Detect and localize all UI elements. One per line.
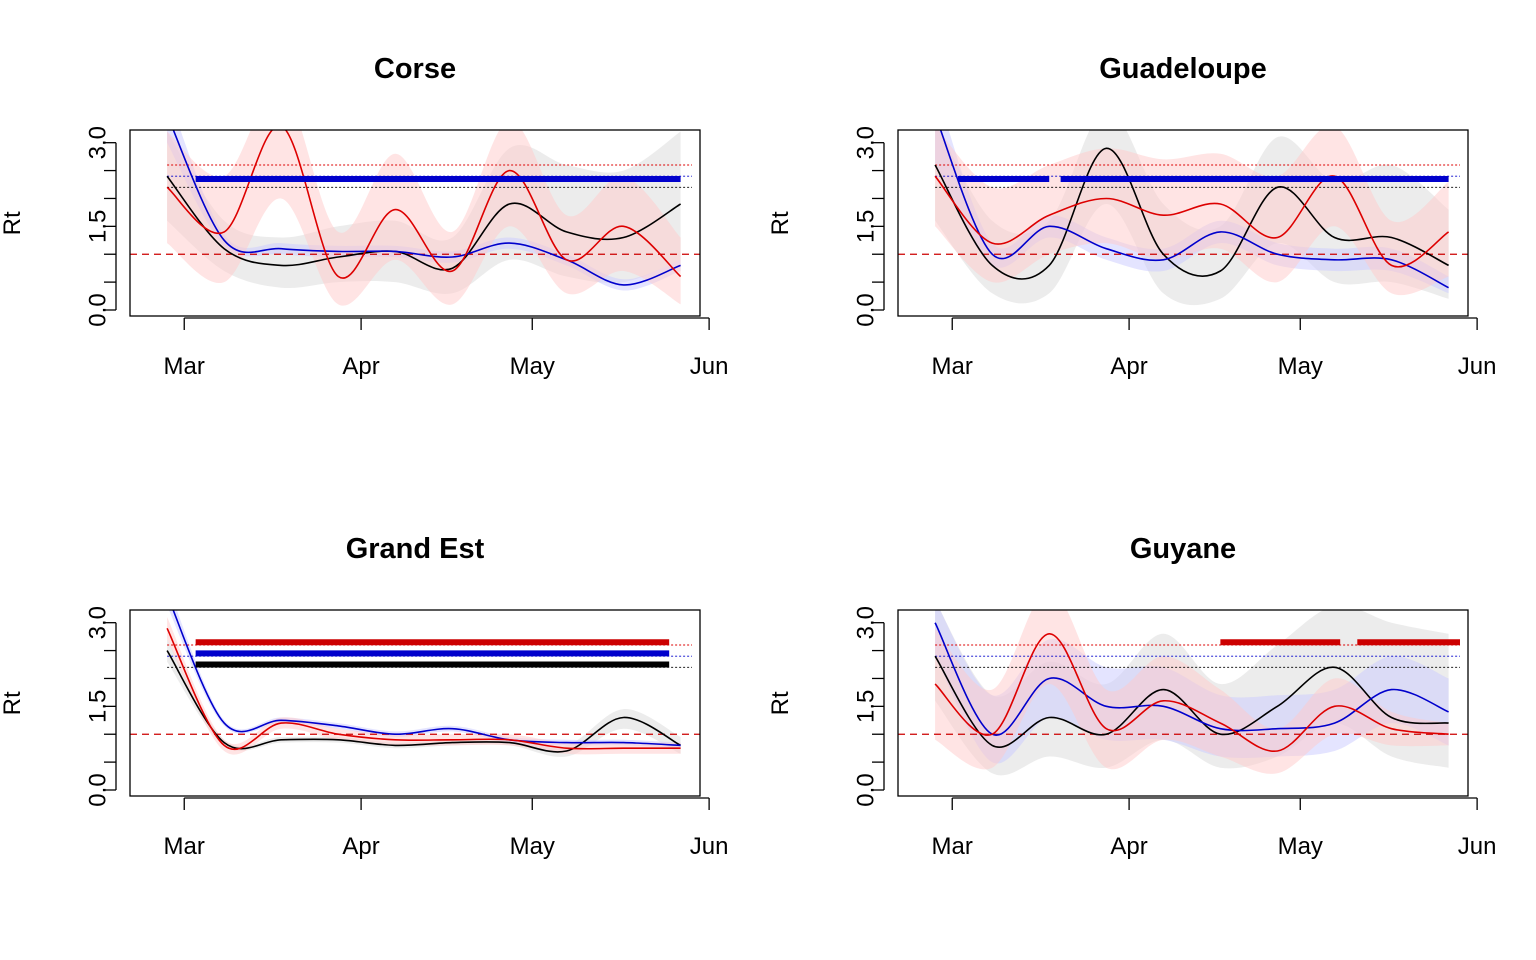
y-tick-label: 1.5 [85, 690, 112, 723]
x-tick-label: May [1278, 353, 1323, 380]
series-line-1 [172, 610, 681, 747]
ci-band-2 [935, 130, 1449, 296]
ci-band-1 [935, 130, 1449, 294]
y-axis-label: Rt [0, 211, 26, 235]
y-tick-label: 0.0 [85, 773, 112, 806]
x-tick-label: Jun [1458, 833, 1497, 860]
x-tick-label: Mar [932, 353, 973, 380]
series-line-0 [934, 147, 1449, 280]
series-line-2 [166, 627, 681, 751]
x-tick-label: Jun [1458, 353, 1497, 380]
ci-band-2 [935, 610, 1449, 774]
plot-area [130, 130, 700, 306]
panel-title: Guyane [1130, 533, 1236, 565]
series-line-2 [934, 632, 1449, 752]
plot-frame [897, 609, 1469, 797]
x-tick-label: Apr [1110, 833, 1147, 860]
plot-area [898, 130, 1468, 306]
series-line-2 [934, 175, 1450, 268]
y-tick-label: 1.5 [853, 690, 880, 723]
series-line-2 [166, 130, 682, 279]
y-tick-label: 0.0 [853, 773, 880, 806]
ci-band-2 [167, 617, 681, 755]
panel-1: Guadeloupe 0.0 1.5 3.0 Rt Mar Apr May Jun [767, 53, 1496, 380]
x-tick-label: May [510, 833, 555, 860]
plot-frame [897, 129, 1469, 317]
panel-title: Guadeloupe [1099, 53, 1267, 85]
y-axis-label: Rt [767, 211, 794, 235]
y-tick-label: 3.0 [85, 126, 112, 159]
panel-0: Corse 0.0 1.5 3.0 Rt Mar Apr May Jun [0, 53, 728, 380]
x-tick-label: Apr [342, 353, 379, 380]
y-tick-label: 1.5 [853, 210, 880, 243]
x-tick-label: Apr [1110, 353, 1147, 380]
y-tick-label: 3.0 [853, 126, 880, 159]
y-tick-label: 0.0 [85, 293, 112, 326]
y-tick-label: 3.0 [853, 606, 880, 639]
x-tick-label: Jun [690, 833, 729, 860]
panel-3: Guyane 0.0 1.5 3.0 Rt Mar Apr May Jun [767, 533, 1496, 860]
x-tick-label: Mar [932, 833, 973, 860]
panel-title: Corse [374, 53, 456, 85]
panel-title: Grand Est [346, 533, 485, 565]
y-axis-label: Rt [767, 691, 794, 715]
y-tick-label: 1.5 [85, 210, 112, 243]
series-line-1 [172, 130, 681, 286]
x-tick-label: May [510, 353, 555, 380]
x-tick-label: Mar [164, 833, 205, 860]
ci-band-2 [167, 130, 681, 306]
series-line-0 [166, 650, 681, 753]
series-line-1 [939, 130, 1449, 289]
plot-area [130, 610, 700, 757]
y-tick-label: 3.0 [85, 606, 112, 639]
plot-frame [129, 609, 701, 797]
x-tick-label: Jun [690, 353, 729, 380]
series-line-0 [934, 655, 1449, 748]
panel-2: Grand Est 0.0 1.5 3.0 Rt Mar Apr May Jun [0, 533, 728, 860]
series-line-0 [166, 175, 682, 271]
x-tick-label: Apr [342, 833, 379, 860]
y-axis-label: Rt [0, 691, 26, 715]
y-tick-label: 0.0 [853, 293, 880, 326]
x-tick-label: May [1278, 833, 1323, 860]
x-tick-label: Mar [164, 353, 205, 380]
plot-area [898, 610, 1468, 776]
series-line-1 [934, 622, 1449, 736]
plot-frame [129, 129, 701, 317]
